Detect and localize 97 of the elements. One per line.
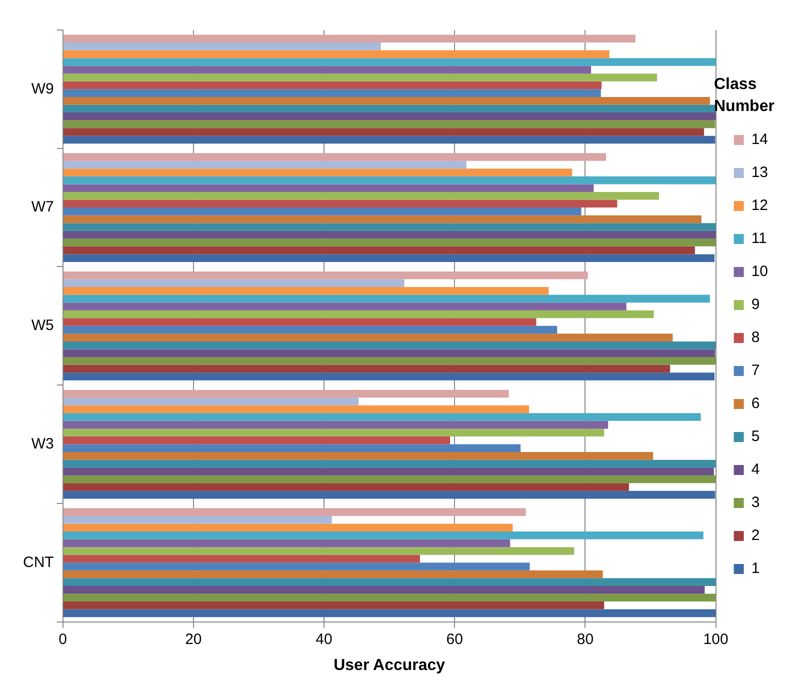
- bar: [63, 246, 695, 254]
- bar: [63, 96, 710, 105]
- bar: [63, 74, 658, 82]
- x-tick-label: 100: [703, 630, 728, 648]
- bar: [63, 490, 716, 499]
- bar: [63, 468, 714, 476]
- legend-label: 11: [751, 230, 767, 248]
- legend-label: 5: [751, 428, 760, 446]
- bar: [63, 594, 716, 602]
- bar: [63, 50, 610, 58]
- bar: [63, 570, 603, 578]
- bar: [63, 428, 604, 436]
- bar: [63, 318, 536, 326]
- bar: [63, 532, 704, 540]
- bar: [63, 436, 450, 444]
- bar: [63, 271, 588, 280]
- bar: [63, 238, 716, 246]
- bar: [63, 42, 381, 50]
- bar: [63, 310, 654, 318]
- bar: [63, 602, 604, 610]
- bar: [63, 524, 513, 532]
- x-tick-label: 60: [446, 630, 463, 648]
- bar: [63, 364, 670, 373]
- x-axis-title: User Accuracy: [334, 656, 446, 674]
- y-tick-label: W9: [31, 80, 54, 98]
- bar: [63, 483, 629, 491]
- bar: [63, 192, 660, 200]
- legend-label: 2: [751, 527, 760, 544]
- legend-label: 7: [751, 362, 760, 380]
- bar: [63, 405, 530, 414]
- bar: [63, 609, 716, 618]
- legend-label: 6: [751, 395, 760, 412]
- bar: [63, 516, 332, 524]
- x-tick-label: 40: [316, 630, 332, 648]
- bar: [63, 160, 466, 169]
- bar: [63, 153, 606, 161]
- legend-label: 14: [751, 131, 768, 148]
- legend-label: 4: [751, 461, 760, 478]
- bar: [63, 254, 715, 262]
- bar: [63, 176, 716, 184]
- bar: [63, 279, 404, 288]
- bar: [63, 562, 530, 570]
- bar: [63, 128, 704, 136]
- legend-label: 3: [751, 494, 760, 512]
- bar: [63, 452, 654, 460]
- bar: [63, 326, 558, 334]
- bar: [63, 578, 716, 586]
- bar: [63, 230, 716, 239]
- bar: [63, 398, 359, 406]
- y-tick-label: CNT: [23, 554, 54, 571]
- bar: [63, 223, 716, 231]
- bar: [63, 420, 608, 429]
- bar: [63, 508, 526, 516]
- bar: [63, 390, 509, 398]
- bar: [63, 334, 673, 342]
- bar: [63, 539, 510, 548]
- bar: [63, 554, 420, 563]
- bar: [63, 34, 636, 43]
- legend-title: Class Number: [714, 75, 776, 117]
- bar: [63, 586, 705, 594]
- x-tick-label: 80: [576, 630, 594, 648]
- bar: [63, 66, 592, 74]
- bar: [63, 215, 702, 224]
- bar: [63, 475, 716, 484]
- legend-label: 13: [751, 164, 768, 182]
- x-tick-label: 0: [58, 630, 67, 648]
- y-tick-label: W5: [31, 317, 54, 334]
- bar: [63, 302, 626, 310]
- bar: [63, 200, 618, 208]
- legend-label: 8: [751, 329, 760, 346]
- bar: [63, 294, 710, 303]
- legend-label: 1: [751, 560, 760, 578]
- bar: [63, 341, 716, 350]
- bar: [63, 287, 549, 295]
- legend-label: 9: [751, 296, 760, 314]
- legend-label: 10: [751, 263, 768, 280]
- bar: [63, 81, 602, 90]
- bar: [63, 184, 594, 192]
- bar: [63, 120, 716, 128]
- y-tick-label: W3: [31, 435, 54, 452]
- legend-label: 12: [751, 197, 768, 214]
- bar: [63, 444, 521, 452]
- bar: [63, 136, 716, 144]
- x-tick-label: 20: [185, 630, 202, 648]
- bar: [63, 349, 716, 358]
- bar: [63, 104, 716, 113]
- bar: [63, 208, 582, 216]
- y-tick-label: W7: [31, 198, 54, 216]
- bar: [63, 460, 716, 468]
- bar: [63, 112, 716, 120]
- bar: [63, 413, 701, 421]
- bar: [63, 89, 601, 97]
- bar: [63, 372, 715, 380]
- bar: [63, 58, 716, 66]
- bar: [63, 168, 572, 176]
- bar: [63, 357, 716, 365]
- bar: [63, 547, 574, 555]
